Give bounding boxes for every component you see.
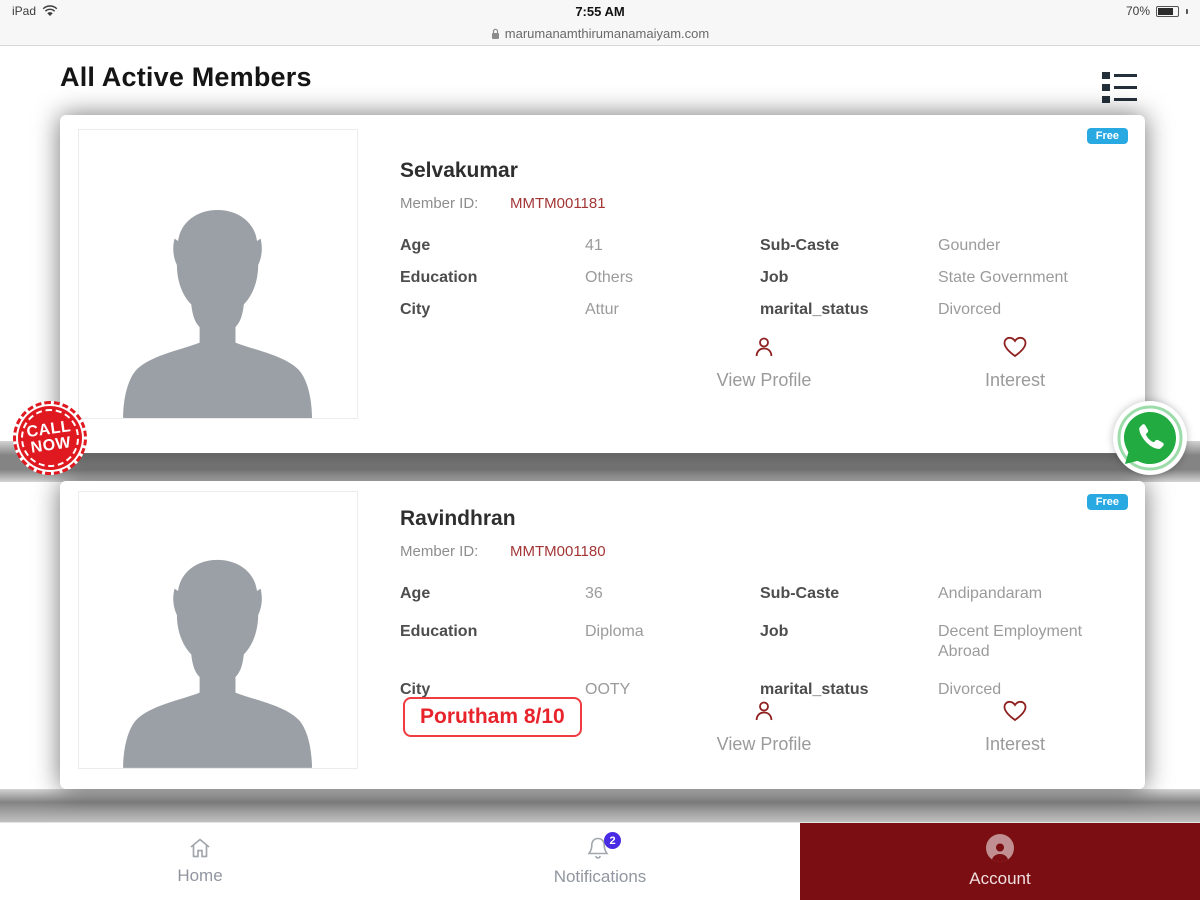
field-value: Divorced xyxy=(938,301,1002,318)
nav-item-account[interactable]: Account xyxy=(800,823,1200,900)
field-label: City xyxy=(400,301,431,318)
url-text: marumanamthirumanamaiyam.com xyxy=(504,26,710,41)
field-label: Job xyxy=(760,269,789,286)
field-value: 41 xyxy=(585,237,603,254)
field-label: Sub-Caste xyxy=(760,585,840,602)
field-value: Attur xyxy=(585,301,619,318)
field-value: 36 xyxy=(585,585,603,602)
nav-label-notifications: Notifications xyxy=(553,867,647,886)
free-badge: Free xyxy=(1086,494,1128,510)
heart-icon xyxy=(1003,700,1027,722)
field-value: Diploma xyxy=(585,623,644,640)
member-card[interactable]: Free Selvakumar Member ID: MMTM001181 Ag… xyxy=(60,115,1145,453)
field-row: Education Diploma Job Decent Employment … xyxy=(400,622,1125,662)
member-name: Ravindhran xyxy=(400,507,516,530)
member-name: Selvakumar xyxy=(400,159,518,182)
bottom-nav: Home 2 Notifications Account xyxy=(0,822,1200,900)
field-value: Andipandaram xyxy=(938,585,1043,602)
field-value: Gounder xyxy=(938,237,1001,254)
view-profile-label: View Profile xyxy=(716,370,812,390)
battery-icon xyxy=(1156,5,1179,17)
battery-percent: 70% xyxy=(1125,4,1150,18)
nav-label-home: Home xyxy=(177,866,223,885)
person-icon xyxy=(991,843,1009,862)
member-info: Ravindhran Member ID: MMTM001180 Age 36 … xyxy=(400,507,1125,718)
person-icon xyxy=(755,337,773,357)
account-avatar xyxy=(986,834,1014,862)
field-label: Job xyxy=(760,623,789,640)
field-label: Age xyxy=(400,237,431,254)
field-row: Education Others Job State Government xyxy=(400,268,1125,288)
field-value: OOTY xyxy=(585,681,631,698)
interest-label: Interest xyxy=(984,734,1046,754)
member-id-label: Member ID: xyxy=(400,195,479,212)
field-row: Age 36 Sub-Caste Andipandaram xyxy=(400,584,1125,604)
member-photo-placeholder xyxy=(78,491,358,769)
wifi-icon xyxy=(42,5,58,16)
field-label: Education xyxy=(400,623,478,640)
field-label: Age xyxy=(400,585,431,602)
whatsapp-icon xyxy=(1117,405,1183,471)
field-value: State Government xyxy=(938,269,1068,286)
field-row: Age 41 Sub-Caste Gounder xyxy=(400,236,1125,256)
field-label: City xyxy=(400,681,431,698)
field-label: Sub-Caste xyxy=(760,237,840,254)
list-view-icon[interactable] xyxy=(1102,72,1138,103)
field-value: Decent Employment Abroad xyxy=(938,623,1083,660)
clock: 7:55 AM xyxy=(575,3,625,19)
member-id-value: MMTM001180 xyxy=(510,543,606,560)
interest-label: Interest xyxy=(984,370,1046,390)
field-label: Education xyxy=(400,269,478,286)
status-bar: iPad 7:55 AM 70% xyxy=(0,0,1200,22)
nav-item-notifications[interactable]: 2 Notifications xyxy=(400,823,800,900)
bottom-shadow xyxy=(0,789,1200,822)
member-id-label: Member ID: xyxy=(400,543,479,560)
interest-button[interactable]: Interest xyxy=(965,699,1065,755)
lock-icon xyxy=(491,28,499,39)
whatsapp-button[interactable] xyxy=(1113,401,1187,475)
nav-item-home[interactable]: Home xyxy=(0,823,400,900)
interest-button[interactable]: Interest xyxy=(965,335,1065,391)
field-value: Others xyxy=(585,269,634,286)
field-row: City OOTY marital_status Divorced xyxy=(400,680,1125,700)
page-title: All Active Members xyxy=(60,62,312,92)
nav-label-account: Account xyxy=(969,869,1031,888)
view-profile-button[interactable]: View Profile xyxy=(705,335,823,391)
view-profile-label: View Profile xyxy=(716,734,812,754)
person-icon xyxy=(755,701,773,721)
member-info: Selvakumar Member ID: MMTM001181 Age 41 … xyxy=(400,159,1125,332)
heart-icon xyxy=(1003,336,1027,358)
porutham-badge: Porutham 8/10 xyxy=(403,697,582,737)
free-badge: Free xyxy=(1086,128,1128,144)
notification-badge: 2 xyxy=(604,832,621,849)
member-photo-placeholder xyxy=(78,129,358,419)
member-id-value: MMTM001181 xyxy=(510,195,606,212)
call-now-line2: NOW xyxy=(29,434,73,457)
bell-icon xyxy=(587,837,609,859)
device-label: iPad xyxy=(12,4,37,18)
call-now-line1: CALL xyxy=(25,418,73,442)
field-row: City Attur marital_status Divorced xyxy=(400,300,1125,320)
field-value: Divorced xyxy=(938,681,1002,698)
person-silhouette-icon xyxy=(123,210,313,418)
field-label: marital_status xyxy=(760,301,869,318)
member-card[interactable]: Free Ravindhran Member ID: MMTM001180 Ag… xyxy=(60,481,1145,789)
home-icon xyxy=(190,838,210,858)
view-profile-button[interactable]: View Profile xyxy=(705,699,823,755)
field-label: marital_status xyxy=(760,681,869,698)
url-bar[interactable]: marumanamthirumanamaiyam.com xyxy=(0,22,1200,46)
person-silhouette-icon xyxy=(123,560,313,768)
